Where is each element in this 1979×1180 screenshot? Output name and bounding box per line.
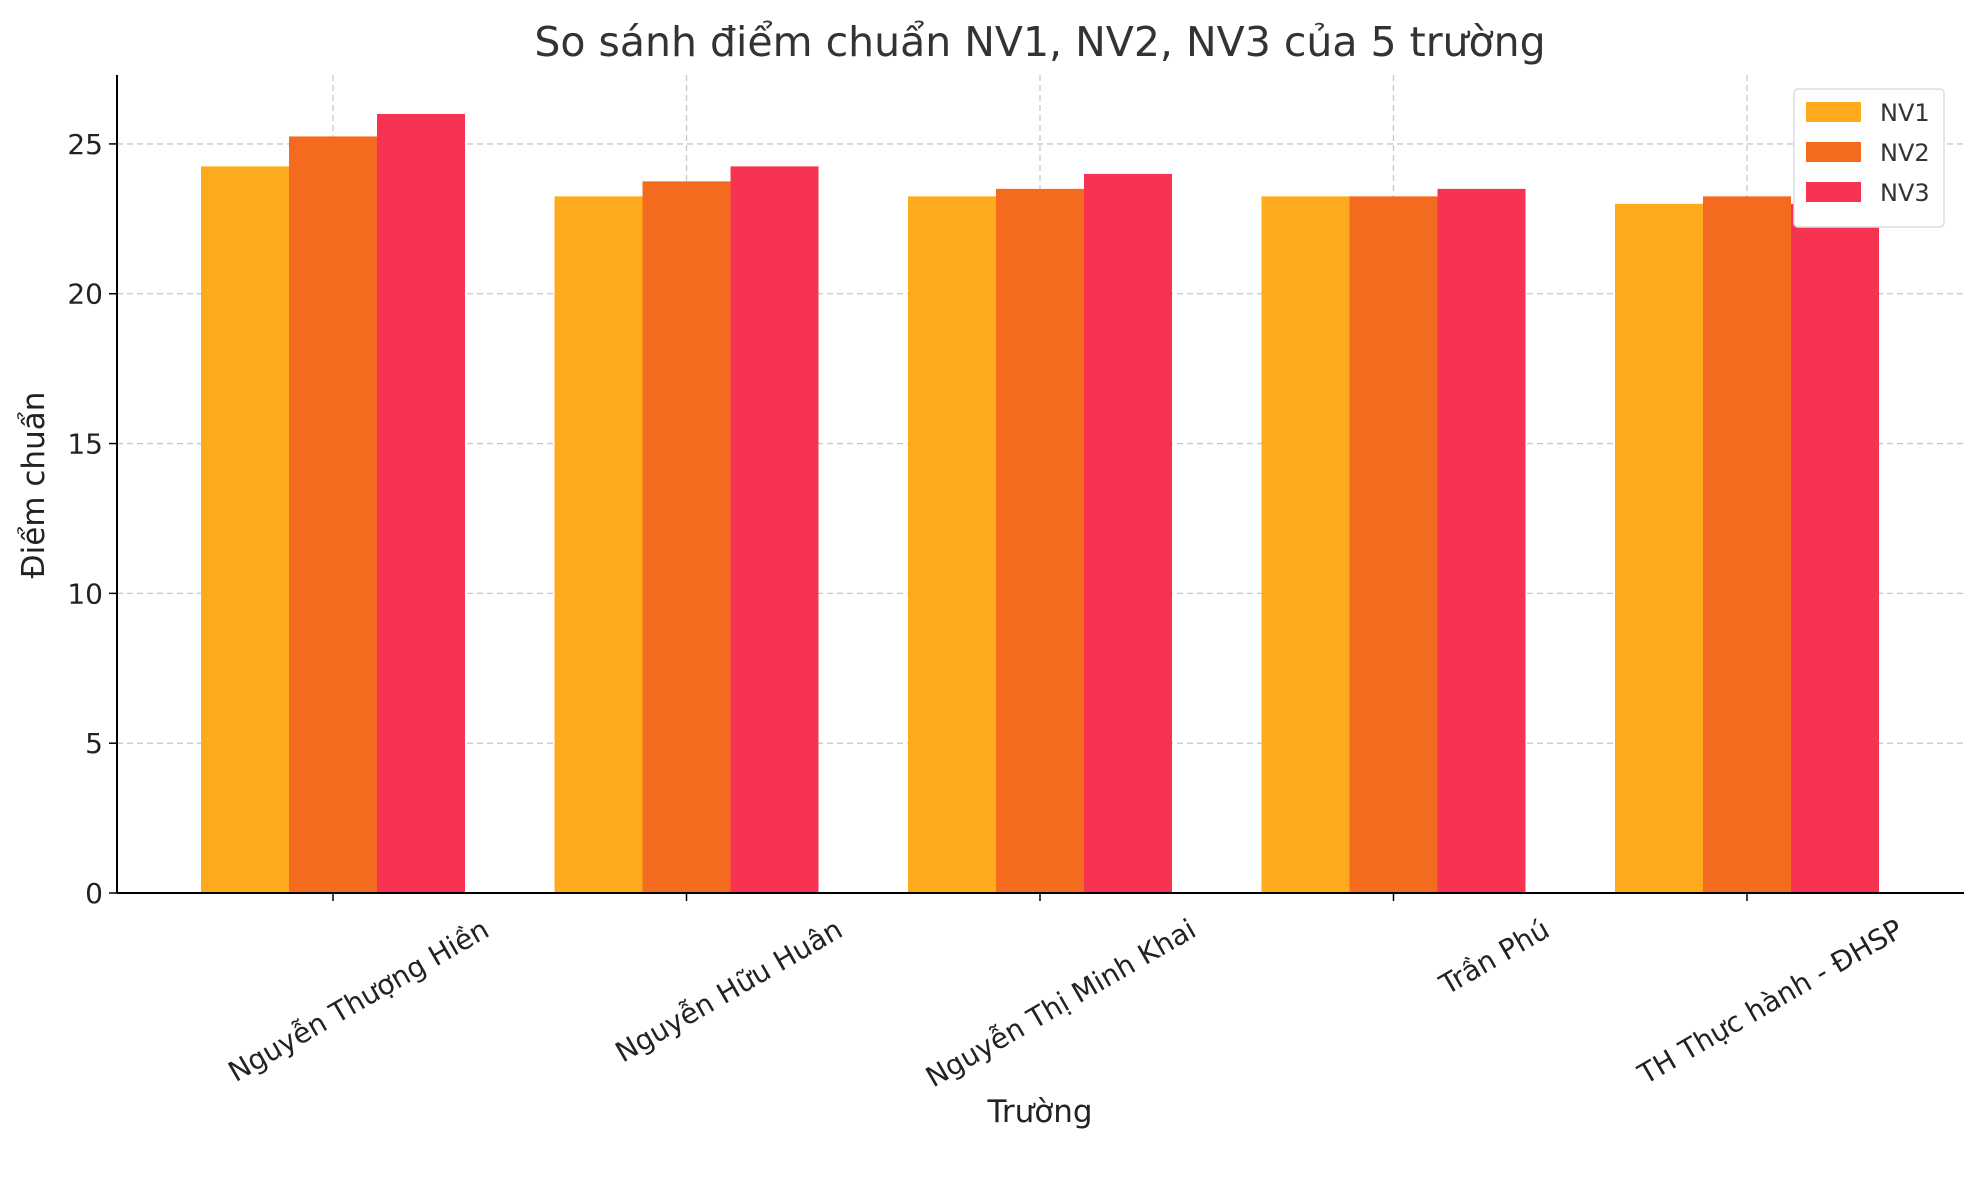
bar bbox=[642, 181, 731, 893]
bars bbox=[201, 113, 1879, 894]
bar bbox=[908, 196, 996, 893]
legend-label: NV1 bbox=[1880, 99, 1930, 127]
legend-label: NV2 bbox=[1880, 139, 1930, 167]
x-tick-label: TH Thực hành - ĐHSP bbox=[1632, 912, 1909, 1091]
bar bbox=[554, 196, 643, 893]
bar bbox=[377, 113, 465, 893]
bar bbox=[1261, 196, 1350, 893]
y-tick-label: 20 bbox=[67, 278, 103, 311]
x-tick-label: Nguyễn Thị Minh Khai bbox=[920, 912, 1201, 1093]
bar bbox=[1703, 196, 1791, 893]
legend-swatch bbox=[1806, 142, 1861, 162]
bar bbox=[1791, 203, 1879, 894]
legend-swatch bbox=[1806, 182, 1861, 202]
bar bbox=[1349, 196, 1438, 893]
x-tick-label: Nguyễn Thượng Hiền bbox=[223, 912, 495, 1088]
y-axis-label: Điểm chuẩn bbox=[16, 392, 52, 579]
legend-swatch bbox=[1806, 102, 1861, 122]
bar bbox=[201, 166, 289, 893]
bar bbox=[1437, 188, 1526, 893]
legend: NV1 NV2 NV3 bbox=[1793, 88, 1945, 228]
x-tick-label: Nguyễn Hữu Huân bbox=[610, 912, 848, 1069]
x-tick-label: Trần Phú bbox=[1433, 912, 1555, 1001]
y-tick-label: 25 bbox=[67, 128, 103, 161]
legend-label: NV3 bbox=[1880, 179, 1930, 207]
bar bbox=[730, 166, 819, 893]
x-axis-label: Trường bbox=[986, 1094, 1092, 1130]
y-tick-label: 5 bbox=[85, 727, 103, 760]
y-tick-label: 15 bbox=[67, 428, 103, 461]
bar bbox=[289, 136, 377, 893]
y-tick-label: 0 bbox=[85, 877, 103, 910]
x-axis-ticks: Nguyễn Thượng Hiền Nguyễn Hữu Huân Nguyễn … bbox=[223, 893, 1909, 1094]
bar bbox=[1615, 203, 1703, 894]
y-axis-ticks: 0 5 10 15 20 25 bbox=[67, 128, 117, 910]
y-tick-label: 10 bbox=[67, 577, 103, 610]
bar bbox=[1084, 173, 1172, 893]
bar bbox=[996, 188, 1084, 893]
chart-title: So sánh điểm chuẩn NV1, NV2, NV3 của 5 t… bbox=[534, 18, 1545, 66]
